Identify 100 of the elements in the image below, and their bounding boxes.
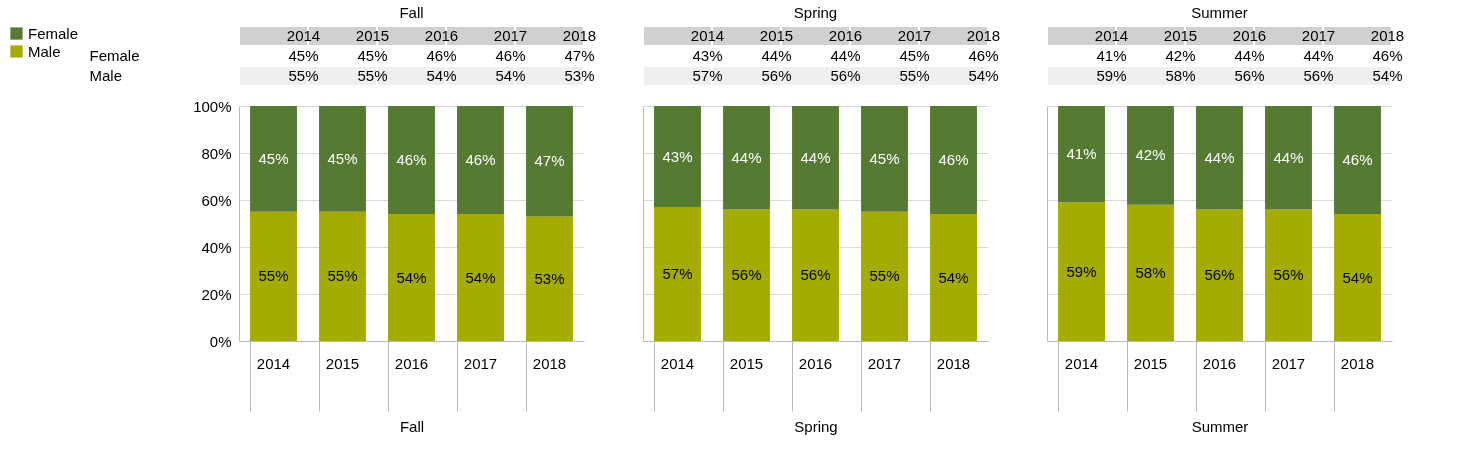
- text: 55%: [258, 267, 289, 285]
- y-tick-label: 20%: [201, 285, 232, 303]
- x-tick-label: 2014: [660, 354, 695, 372]
- category-label: 2017: [1301, 27, 1336, 44]
- text: 41%: [1066, 145, 1097, 163]
- data-label: 54%: [968, 67, 999, 84]
- data-label: 43%: [692, 47, 723, 64]
- text: 54%: [1342, 268, 1373, 286]
- data-label: 58%: [1165, 67, 1196, 84]
- x-axis-title: Spring: [794, 418, 838, 435]
- data-label: 44%: [1303, 47, 1334, 64]
- text: 44%: [800, 148, 831, 166]
- text: Female: [89, 47, 140, 64]
- text: 59%: [1066, 262, 1097, 280]
- x-tick-label: 2017: [1271, 354, 1306, 372]
- y-tick-label: 60%: [201, 191, 232, 209]
- category-label: 2018: [562, 27, 597, 44]
- text: Male: [89, 67, 123, 84]
- y-tick-label: 80%: [201, 144, 232, 162]
- data-label: 54%: [495, 67, 526, 84]
- data-label: 44%: [761, 47, 792, 64]
- data-label: 44%: [1234, 47, 1265, 64]
- text: 45%: [258, 149, 289, 167]
- y-tick-label: 40%: [201, 238, 232, 256]
- text: 56%: [731, 266, 762, 284]
- text: 54%: [465, 268, 496, 286]
- category-label: 2014: [1094, 27, 1129, 44]
- text: 56%: [1204, 266, 1235, 284]
- text: 58%: [1135, 263, 1166, 281]
- x-axis-title: Fall: [399, 418, 425, 435]
- x-tick-label: 2016: [798, 354, 833, 372]
- data-label: 47%: [564, 47, 595, 64]
- data-label: 55%: [899, 67, 930, 84]
- data-label: 46%: [1372, 47, 1403, 64]
- text: 43%: [662, 147, 693, 165]
- text: 44%: [731, 148, 762, 166]
- chart-title: Spring: [793, 4, 838, 21]
- text: 53%: [534, 269, 565, 287]
- data-label: 56%: [1303, 67, 1334, 84]
- x-tick-label: 2015: [729, 354, 764, 372]
- data-label: 55%: [357, 67, 388, 84]
- x-tick-label: 2015: [325, 354, 360, 372]
- category-label: 2015: [355, 27, 390, 44]
- data-label: 41%: [1096, 47, 1127, 64]
- x-tick-label: 2018: [936, 354, 971, 372]
- category-label: 2018: [966, 27, 1001, 44]
- x-tick-label: 2014: [1064, 354, 1099, 372]
- data-label: 46%: [426, 47, 457, 64]
- x-tick-label: 2016: [1202, 354, 1237, 372]
- data-label: 57%: [692, 67, 723, 84]
- text: 57%: [662, 265, 693, 283]
- text: 44%: [1273, 148, 1304, 166]
- data-label: 55%: [288, 67, 319, 84]
- category-label: 2015: [759, 27, 794, 44]
- category-label: 2016: [828, 27, 863, 44]
- data-label: 46%: [495, 47, 526, 64]
- text: 45%: [869, 149, 900, 167]
- x-tick-label: 2018: [532, 354, 567, 372]
- data-label: 59%: [1096, 67, 1127, 84]
- category-label: 2016: [1232, 27, 1267, 44]
- data-label: 45%: [288, 47, 319, 64]
- text: 55%: [327, 267, 358, 285]
- x-tick-label: 2017: [463, 354, 498, 372]
- category-label: 2017: [493, 27, 528, 44]
- x-tick-label: 2016: [394, 354, 429, 372]
- text: 45%: [327, 149, 358, 167]
- category-label: 2014: [690, 27, 725, 44]
- data-label: 56%: [1234, 67, 1265, 84]
- data-label: 54%: [426, 67, 457, 84]
- text: 47%: [534, 152, 565, 170]
- data-label: 45%: [357, 47, 388, 64]
- x-axis-title: Summer: [1191, 418, 1249, 435]
- text: 46%: [938, 151, 969, 169]
- category-label: 2016: [424, 27, 459, 44]
- legend-label: Female: [28, 24, 79, 42]
- text: 54%: [938, 268, 969, 286]
- data-label: 56%: [761, 67, 792, 84]
- data-label: 54%: [1372, 67, 1403, 84]
- chart-title: Summer: [1191, 4, 1248, 21]
- text: 56%: [800, 266, 831, 284]
- category-label: 2015: [1163, 27, 1198, 44]
- category-label: 2017: [897, 27, 932, 44]
- text: 46%: [396, 151, 427, 169]
- text: 54%: [396, 268, 427, 286]
- category-label: 2018: [1370, 27, 1405, 44]
- data-label: 44%: [830, 47, 861, 64]
- text: 55%: [869, 267, 900, 285]
- text: 44%: [1204, 148, 1235, 166]
- data-label: 42%: [1165, 47, 1196, 64]
- text: 56%: [1273, 266, 1304, 284]
- data-label: 56%: [830, 67, 861, 84]
- y-tick-label: 0%: [209, 332, 232, 350]
- data-label: 45%: [899, 47, 930, 64]
- x-tick-label: 2014: [256, 354, 291, 372]
- x-tick-label: 2015: [1133, 354, 1168, 372]
- category-label: 2014: [286, 27, 321, 44]
- data-label: 53%: [564, 67, 595, 84]
- text: 42%: [1135, 146, 1166, 164]
- x-tick-label: 2018: [1340, 354, 1375, 372]
- data-label: 46%: [968, 47, 999, 64]
